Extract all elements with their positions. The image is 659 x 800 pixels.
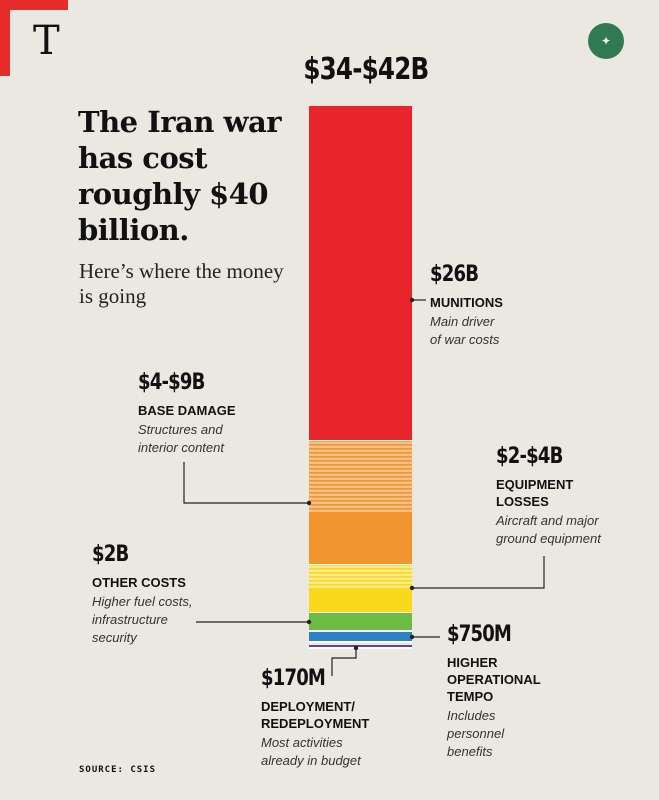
equipment-losses-amount: $2-$4B — [496, 444, 563, 469]
total-label: $34-$42B — [303, 52, 429, 87]
equipment-losses-category: EQUIPMENT LOSSES — [496, 477, 574, 509]
deployment-amount: $170M — [261, 666, 326, 691]
base-damage-label-group: $4-$9B BASE DAMAGE Structures and interi… — [138, 370, 236, 457]
munitions-category: MUNITIONS — [430, 295, 503, 310]
base-damage-amount: $4-$9B — [138, 370, 205, 395]
bar-segment-base_damage — [309, 512, 412, 565]
munitions-leader-dot — [409, 297, 415, 303]
bar-segment-equipment_losses — [309, 588, 412, 613]
chart-subhead: Here’s where the money is going — [79, 259, 284, 308]
deployment-note: Most activities already in budget — [261, 735, 361, 768]
equipment-losses-label-group: $2-$4B EQUIPMENT LOSSES Aircraft and maj… — [496, 444, 601, 548]
logo-bar-vertical — [0, 0, 10, 76]
munitions-note: Main driver of war costs — [430, 314, 500, 347]
base-damage-leader-dot — [306, 500, 312, 506]
bar-segment-operational_tempo — [309, 632, 412, 642]
base-damage-leader — [183, 462, 309, 504]
bar-segment-base_damage-range — [309, 441, 412, 512]
source-note: SOURCE: CSIS — [79, 765, 157, 775]
base-damage-category: BASE DAMAGE — [138, 403, 236, 418]
bar-separator — [309, 630, 412, 632]
chart-headline: The Iran war has cost roughly $40 billio… — [78, 105, 282, 247]
base-damage-note: Structures and interior content — [138, 422, 224, 455]
equipment-losses-leader-dot — [409, 585, 415, 591]
corner-logo-icon: ✦ — [588, 23, 624, 59]
publication-logo: T — [33, 18, 60, 64]
bar-segment-munitions — [309, 106, 412, 441]
equipment-losses-note: Aircraft and major ground equipment — [496, 513, 601, 546]
deployment-leader-dot — [353, 645, 359, 651]
deployment-leader — [331, 648, 357, 676]
deployment-label-group: $170M DEPLOYMENT/ REDEPLOYMENT Most acti… — [261, 666, 369, 770]
munitions-amount: $26B — [430, 262, 479, 287]
bar-segment-equipment_losses-range — [309, 565, 412, 588]
other-costs-category: OTHER COSTS — [92, 575, 186, 590]
operational-tempo-amount: $750M — [447, 622, 512, 647]
operational-tempo-leader-dot — [409, 634, 415, 640]
bar-segment-other_costs — [309, 613, 412, 631]
logo-bar-horizontal — [0, 0, 68, 10]
deployment-category: DEPLOYMENT/ REDEPLOYMENT — [261, 699, 370, 731]
bar-separator — [309, 641, 412, 643]
bar-separator — [309, 647, 412, 649]
other-costs-leader-dot — [306, 619, 312, 625]
equipment-losses-leader — [412, 556, 545, 589]
other-costs-note: Higher fuel costs, infrastructure securi… — [92, 594, 193, 645]
other-costs-label-group: $2B OTHER COSTS Higher fuel costs, infra… — [92, 542, 192, 647]
operational-tempo-label-group: $750M HIGHER OPERATIONAL TEMPO Includes … — [447, 622, 541, 761]
munitions-label-group: $26B MUNITIONS Main driver of war costs — [430, 262, 503, 349]
other-costs-amount: $2B — [92, 542, 129, 567]
operational-tempo-category: HIGHER OPERATIONAL TEMPO — [447, 655, 541, 704]
operational-tempo-note: Includes personnel benefits — [447, 708, 505, 759]
bar-segment-deployment — [309, 645, 412, 648]
